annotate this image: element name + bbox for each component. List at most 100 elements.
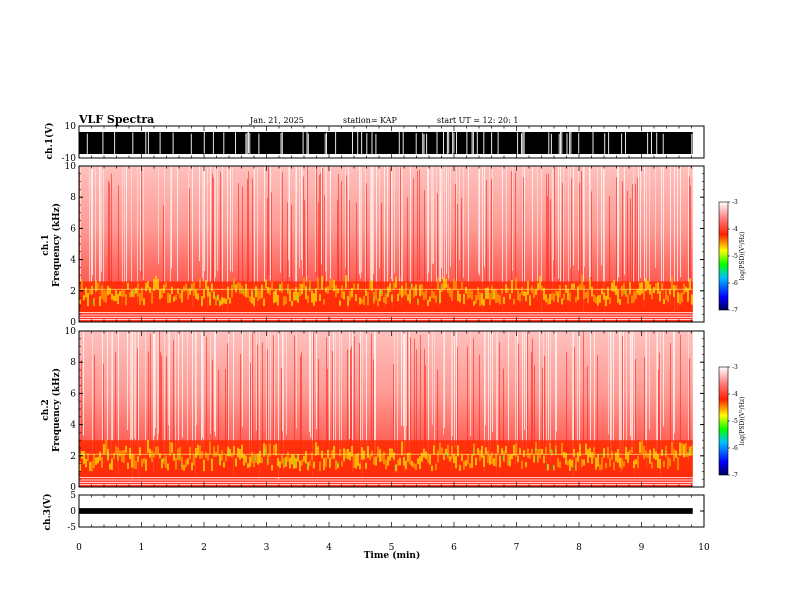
band-emission [205, 452, 207, 459]
station-label: station= KAP [343, 116, 398, 125]
band-emission [399, 457, 401, 466]
band-emission [429, 454, 431, 465]
signal-gap [443, 130, 444, 156]
y-tick-label: 0 [70, 318, 76, 328]
band-emission [495, 453, 497, 467]
band-emission [441, 285, 442, 290]
spectral-streak [83, 331, 84, 436]
band-emission [677, 456, 679, 471]
band-emission [655, 451, 657, 460]
band-emission [475, 295, 477, 304]
spectral-streak [563, 166, 564, 290]
spectral-streak [499, 342, 500, 452]
band-emission [611, 282, 613, 292]
spectral-streak [203, 166, 204, 294]
band-emission [581, 275, 583, 290]
spectral-streak [89, 166, 90, 286]
band-emission [537, 283, 539, 291]
band-emission [467, 453, 469, 465]
spectral-streak [259, 331, 260, 479]
band-emission [619, 298, 621, 305]
band-emission [189, 446, 191, 460]
band-emission [85, 458, 87, 468]
spectral-streak [168, 331, 169, 425]
band-emission [335, 460, 337, 470]
band-emission [199, 445, 201, 459]
spectral-streak [131, 331, 132, 440]
band-emission [237, 282, 239, 289]
band-emission [231, 452, 233, 458]
band-emission [341, 461, 343, 467]
band-emission [589, 278, 591, 289]
band-emission [425, 289, 427, 300]
signal-gap [371, 132, 373, 158]
spectral-streak [319, 174, 320, 284]
band-emission [379, 449, 381, 462]
spectral-streak [318, 202, 319, 312]
band-emission [663, 299, 665, 305]
spectral-streak [222, 166, 223, 310]
spectral-streak [524, 331, 525, 430]
band-emission [251, 290, 253, 304]
spectral-streak [502, 166, 503, 312]
signal-gap [172, 132, 174, 159]
band-emission [363, 450, 365, 460]
spectral-streak [267, 349, 268, 459]
signal-gap [446, 131, 448, 155]
spectral-streak [316, 167, 317, 277]
band-emission [449, 456, 451, 462]
spectral-streak [161, 355, 162, 465]
band-emission [317, 277, 319, 290]
spectral-streak [689, 358, 690, 468]
band-emission [303, 455, 305, 462]
spectral-streak [550, 331, 551, 463]
band-emission [161, 288, 163, 298]
spectral-streak [416, 349, 417, 459]
signal-gap [561, 131, 563, 157]
signal-gap [621, 133, 623, 162]
band-emission [423, 448, 425, 458]
spectral-streak [304, 200, 305, 310]
band-emission [87, 292, 89, 307]
spectral-streak [482, 166, 483, 314]
spectral-streak [680, 166, 681, 278]
band-emission [455, 281, 457, 290]
band-emission [609, 297, 611, 305]
spectral-streak [271, 192, 272, 302]
band-emission [585, 443, 587, 455]
spectral-streak [508, 331, 509, 443]
band-emission [379, 290, 381, 302]
spectral-streak [638, 166, 639, 286]
band-emission [673, 448, 675, 462]
spectral-streak [544, 355, 545, 465]
start-time-label: start UT = 12: 20: 1 [437, 116, 518, 125]
spectral-streak [333, 331, 334, 461]
spectral-streak [376, 166, 377, 300]
x-tick-label: 2 [201, 543, 207, 553]
signal-gap [604, 133, 606, 156]
spectral-streak [635, 358, 636, 469]
x-tick-label: 8 [576, 543, 582, 553]
band-emission [537, 449, 539, 463]
spectral-streak [102, 331, 103, 465]
band-emission [557, 291, 559, 303]
band-emission [187, 458, 189, 465]
band-emission [105, 290, 107, 303]
spectral-streak [655, 166, 656, 268]
spectral-streak [674, 331, 675, 433]
band-emission [79, 299, 81, 304]
band-emission [239, 282, 241, 294]
band-emission [659, 458, 661, 469]
band-emission [393, 282, 395, 290]
spectral-streak [233, 331, 234, 477]
spectral-streak [316, 331, 317, 429]
band-emission [403, 290, 405, 296]
band-emission [583, 285, 585, 300]
ch1-voltage-axis-label: ch.1(V) [44, 123, 55, 160]
band-emission [391, 294, 393, 302]
band-emission [491, 285, 493, 300]
band-emission [529, 295, 531, 306]
band-emission [591, 286, 593, 297]
spectral-streak [649, 331, 650, 430]
band-emission [401, 285, 403, 298]
